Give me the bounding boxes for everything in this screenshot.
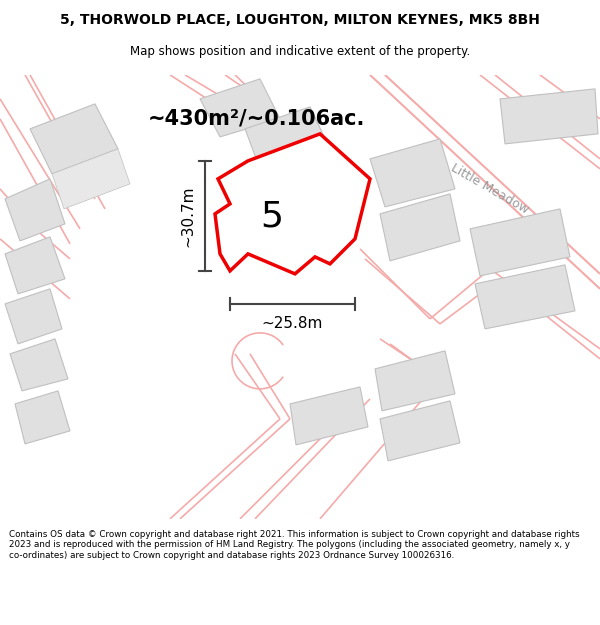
- Polygon shape: [30, 104, 118, 174]
- Polygon shape: [500, 89, 598, 144]
- Polygon shape: [475, 265, 575, 329]
- Polygon shape: [290, 387, 368, 445]
- Text: Contains OS data © Crown copyright and database right 2021. This information is : Contains OS data © Crown copyright and d…: [9, 530, 580, 560]
- Polygon shape: [10, 339, 68, 391]
- Polygon shape: [380, 194, 460, 261]
- Polygon shape: [380, 401, 460, 461]
- Polygon shape: [200, 79, 280, 137]
- Polygon shape: [5, 289, 62, 344]
- Text: Map shows position and indicative extent of the property.: Map shows position and indicative extent…: [130, 44, 470, 58]
- Polygon shape: [370, 139, 455, 207]
- Text: 5, THORWOLD PLACE, LOUGHTON, MILTON KEYNES, MK5 8BH: 5, THORWOLD PLACE, LOUGHTON, MILTON KEYN…: [60, 13, 540, 27]
- Polygon shape: [5, 179, 65, 241]
- Text: ~30.7m: ~30.7m: [180, 185, 195, 247]
- Polygon shape: [215, 134, 370, 274]
- Text: Little Meadow: Little Meadow: [449, 161, 531, 216]
- Polygon shape: [375, 351, 455, 411]
- Polygon shape: [245, 107, 330, 169]
- Polygon shape: [52, 149, 130, 209]
- Polygon shape: [15, 391, 70, 444]
- Polygon shape: [5, 237, 65, 294]
- Polygon shape: [470, 209, 570, 276]
- Text: 5: 5: [260, 200, 283, 234]
- Text: ~430m²/~0.106ac.: ~430m²/~0.106ac.: [148, 109, 365, 129]
- Text: ~25.8m: ~25.8m: [262, 316, 323, 331]
